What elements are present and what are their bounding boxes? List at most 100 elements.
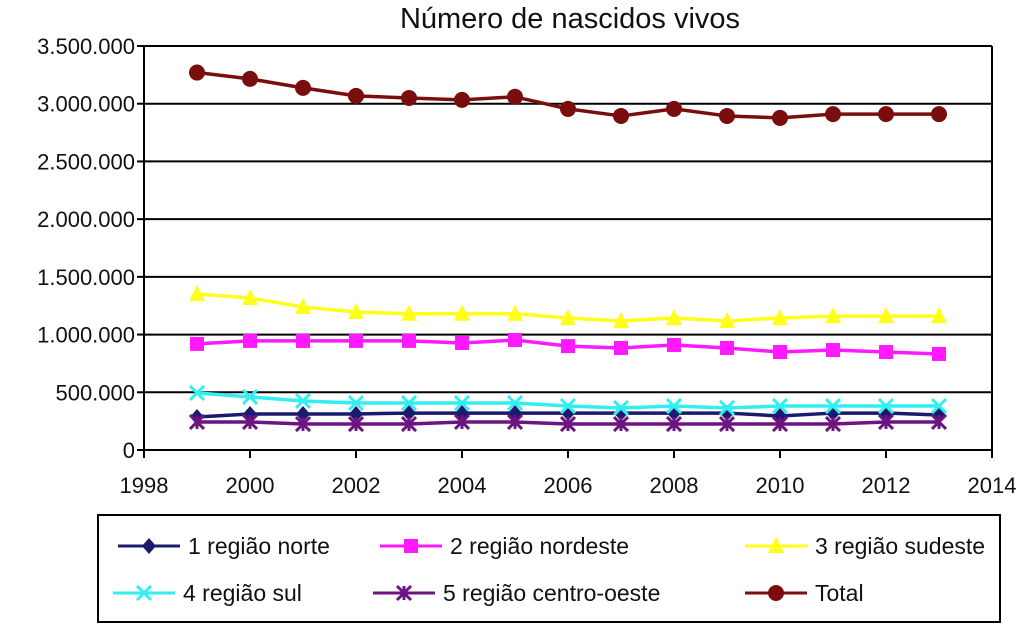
x-tick-label: 1998 [120,473,169,498]
series-group [188,64,948,433]
legend-item: 2 região nordeste [380,533,629,559]
data-point [507,304,523,321]
data-point [241,388,259,405]
data-point [454,91,470,108]
data-point [720,340,734,355]
data-point [188,413,206,431]
data-point [348,87,364,104]
legend-item: 3 região sudeste [745,533,985,559]
data-point [189,284,205,301]
data-point [718,415,736,433]
data-point [455,335,469,350]
y-tick-label: 3.000.000 [37,92,135,117]
data-point [241,413,259,431]
data-point [559,397,577,415]
x-tick-label: 2012 [862,473,911,498]
data-point [295,297,311,314]
data-point [508,332,522,347]
data-point [506,394,524,412]
series-6 [189,64,947,126]
data-point [930,413,948,431]
data-point [401,89,417,106]
data-point [772,109,788,126]
legend-label: 5 região centro-oeste [443,580,660,606]
data-point [242,288,258,305]
data-point [824,397,842,415]
legend-item: 1 região norte [118,533,330,559]
data-point [242,70,258,87]
data-point [349,405,363,422]
data-point [719,107,735,124]
data-point [295,79,311,96]
legend-box [97,514,1001,623]
data-point [826,343,840,358]
data-point [771,397,789,415]
data-point [612,399,630,417]
data-point [612,415,630,433]
data-point [347,415,365,433]
data-point [189,64,205,81]
data-point [507,88,523,105]
data-point [825,106,841,123]
data-point [560,100,576,117]
data-point [347,394,365,412]
legend-label: 4 região sul [183,580,302,606]
legend-marker [395,584,413,602]
data-point [719,311,735,328]
data-point [932,346,946,361]
legend-label: 1 região norte [188,533,330,559]
series-5 [188,413,948,433]
data-point [613,107,629,124]
data-point [666,100,682,117]
data-point [454,304,470,321]
data-point [773,345,787,360]
legend-marker [142,538,156,554]
x-tick-label: 2008 [650,473,699,498]
data-point [879,345,893,360]
legend: 1 região norte 2 região nordeste 3 região … [97,514,1001,623]
data-point [931,307,947,324]
data-point [667,337,681,352]
y-tick-label: 2.500.000 [37,149,135,174]
y-tick-label: 1.000.000 [37,323,135,348]
data-point [824,415,842,433]
data-point [453,394,471,412]
data-point [402,405,416,422]
data-point [931,106,947,123]
series-3 [189,284,947,328]
y-tick-label: 1.500.000 [37,265,135,290]
x-tick-label: 2014 [968,473,1017,498]
data-point [188,384,206,402]
x-tick-label: 2004 [438,473,487,498]
data-point [665,397,683,415]
legend-marker [768,537,784,553]
data-point [402,333,416,348]
data-point [614,340,628,355]
data-point [400,394,418,412]
x-tick-label: 2010 [756,473,805,498]
data-point [771,415,789,433]
legend-label: Total [815,580,864,606]
legend-item: 5 região centro-oeste [373,580,660,606]
x-tick-label: 2006 [544,473,593,498]
y-tick-label: 500.000 [55,380,135,405]
data-point [296,333,310,348]
data-point [400,415,418,433]
data-point [666,308,682,325]
data-point [348,302,364,319]
legend-item: Total [745,580,864,606]
data-point [930,397,948,415]
series-2 [190,332,946,361]
data-point [190,336,204,351]
data-point [772,308,788,325]
legend-marker [768,585,784,601]
data-point [878,106,894,123]
data-point [665,415,683,433]
data-point [877,413,895,431]
data-point [453,413,471,431]
data-point [294,415,312,433]
legend-marker [404,539,418,553]
data-point [506,413,524,431]
data-point [561,339,575,354]
